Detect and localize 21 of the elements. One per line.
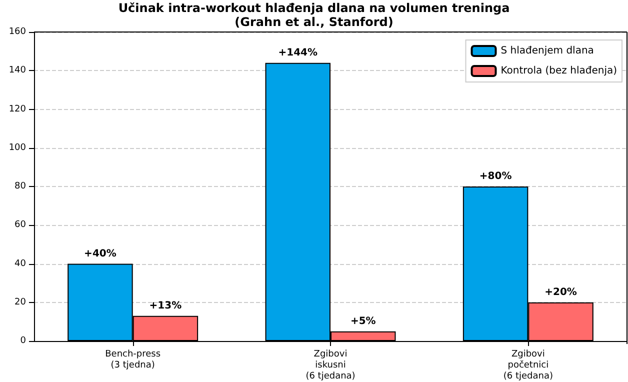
data-label: +144% [278,47,318,58]
legend-label: Kontrola (bez hlađenja) [500,66,618,76]
y-tick-label: 0 [20,336,26,346]
y-tick-label: 140 [8,66,26,76]
legend-label: S hlađenjem dlana [500,46,594,56]
x-tick-label: Bench-press (3 tjedna) [105,350,161,370]
chart-title: Učinak intra-workout hlađenja dlana na volumen treninga (Grahn et al., Stanford) [118,1,510,29]
x-tick-label: Zgibovi iskusni (6 tjedana) [306,350,356,382]
y-tick-label: 20 [14,297,26,308]
data-label: +40% [84,248,116,260]
data-label: +80% [479,171,512,182]
data-label: +5% [350,316,376,327]
y-tick-label: 160 [8,27,26,37]
data-label: +20% [544,286,577,298]
y-tick-label: 80 [14,182,26,192]
y-tick-label: 100 [8,142,26,153]
x-tick-label: Zgibovi početnici (6 tjedana) [503,350,553,382]
y-tick-label: 60 [14,220,26,230]
y-tick-label: 40 [14,258,26,269]
data-label: +13% [149,300,182,312]
y-tick-label: 120 [8,104,26,114]
